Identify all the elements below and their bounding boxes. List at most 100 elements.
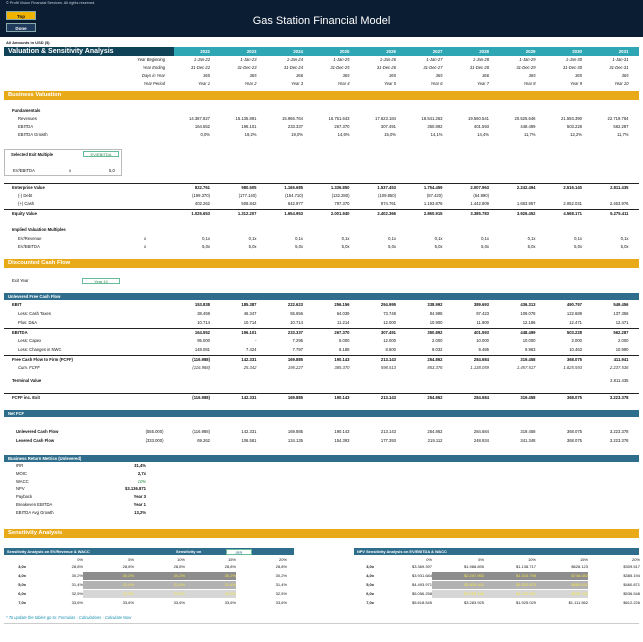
value-cell: 254.862 xyxy=(427,395,443,400)
sensitivity-on-select[interactable]: IRR xyxy=(226,548,252,555)
year-header-cell: 2028 xyxy=(479,49,489,54)
value-cell: 9.486 xyxy=(478,347,489,352)
terminal-value-cell: 2.811.435 xyxy=(610,378,629,383)
value-cell: 822.761 xyxy=(194,185,210,190)
sensitivity-col-header: 15% xyxy=(579,557,588,562)
value-cell: 177.393 xyxy=(380,438,396,443)
value-cell: 21.593.390 xyxy=(561,116,582,121)
value-cell: 64.039 xyxy=(336,311,350,316)
exit-multiple-select[interactable]: EV/EBITDA xyxy=(83,151,119,157)
value-cell: 368.075 xyxy=(566,395,582,400)
ev-ebitda-input[interactable]: 5,0 xyxy=(109,168,115,173)
value-cell: 1.193.876 xyxy=(423,201,443,206)
period-cell: 1-Jan-25 xyxy=(333,57,350,62)
year-header-cell: 2022 xyxy=(200,49,210,54)
value-cell: 3.926.452 xyxy=(516,210,536,216)
sensitivity-cell: $1.722.951 xyxy=(484,590,536,598)
row-label: Less: Capex xyxy=(18,338,42,343)
value-cell: 97.423 xyxy=(476,311,489,316)
done-button[interactable]: Done xyxy=(6,23,36,32)
value-cell: (154.710) xyxy=(285,192,303,198)
value-cell: 1.457.517 xyxy=(516,365,536,370)
metric-label: EBITDA Avg Growth xyxy=(16,509,54,515)
table-row: Levered Cash Flow (333.000) 69.262 106.581 1… xyxy=(4,437,639,445)
year-header-cell: 2029 xyxy=(525,49,536,54)
value-cell: 5,0x xyxy=(481,244,489,249)
value-cell: 169.885 xyxy=(287,395,303,400)
sensitivity-cell: 32,5% xyxy=(185,590,236,598)
year-header-cell: 2023 xyxy=(246,49,257,54)
value-cell: 2.000 xyxy=(571,338,582,343)
dcf-band: Discounted Cash Flow xyxy=(4,259,639,268)
period-cell: 1-Jan-23 xyxy=(240,57,257,62)
multiple-mark: x xyxy=(144,236,147,241)
row-label: Free Cash Flow to Firm (FCFF) xyxy=(12,357,73,362)
table-row: Less: Capex 95.000 - 7.295 5.000 12.000 2.000 1… xyxy=(4,337,639,345)
ev-ebitda-label: EV/EBITDA xyxy=(13,168,35,173)
value-cell: 0,1x xyxy=(527,236,536,241)
value-cell: 2.237.536 xyxy=(609,365,629,370)
value-cell: 267.370 xyxy=(334,330,350,335)
row-label: Revenues xyxy=(18,116,37,121)
metric-label: MOIC xyxy=(16,470,27,476)
value-cell: 350.892 xyxy=(427,330,443,335)
amounts-note: All Amounts in USD ($) xyxy=(6,40,50,45)
value-cell: 5,0x xyxy=(341,244,350,249)
value-cell: 213.143 xyxy=(380,429,396,434)
value-cell: 222.623 xyxy=(287,302,303,307)
sensitivity-row-label: 4,0x xyxy=(18,573,26,578)
top-button[interactable]: Top xyxy=(6,11,36,20)
sensitivity-cell: $748.082 xyxy=(536,572,588,580)
value-cell: 5,0x xyxy=(527,244,536,249)
sensitivity-col-header: 10% xyxy=(176,557,185,562)
period-cell: 1-Jan-30 xyxy=(565,57,582,62)
period-cell: 366 xyxy=(482,73,489,78)
value-cell: 2.860.915 xyxy=(423,210,443,216)
unlevered-fcf-band: Unlevered Free Cash Flow xyxy=(4,293,639,300)
value-cell: 0,0% xyxy=(200,132,210,137)
page-title: Gas Station Financial Model xyxy=(252,15,391,27)
fundamentals-label: Fundamentals xyxy=(12,108,41,113)
value-cell: 38.459 xyxy=(197,311,210,316)
row-label: (+) Cash xyxy=(18,201,35,206)
period-cell: Year 4 xyxy=(337,81,350,86)
sensitivity-cell: 28,8% xyxy=(173,564,185,569)
metric-row: MOIC 2,7x xyxy=(16,470,146,477)
value-cell: 642.977 xyxy=(287,201,303,206)
value-cell: 2.463.976 xyxy=(609,201,629,206)
value-cell: 1.683.957 xyxy=(516,201,536,206)
table-row: Less: Cash Taxes 38.459 46.347 55.656 64.039… xyxy=(4,310,639,318)
value-cell: 233.337 xyxy=(287,330,303,335)
metric-value: 31,4% xyxy=(134,463,146,468)
value-cell: 5,0x xyxy=(202,244,210,249)
exit-year-select[interactable]: Year 10 xyxy=(82,278,120,284)
row-label: EBITDA Growth xyxy=(18,132,48,137)
sensitivity-cell: $1.138.717 xyxy=(515,564,536,569)
sensitivity-cell: $2.955.168 xyxy=(432,590,484,598)
period-cell: Year 7 xyxy=(477,81,489,86)
value-cell: 122.689 xyxy=(566,311,582,316)
period-row-label: Year Period xyxy=(143,81,165,86)
year-header-cell: 2030 xyxy=(572,49,582,54)
sensitivity-cell: $628.123 xyxy=(571,564,588,569)
value-cell: (116.988) xyxy=(192,395,210,400)
value-cell: - xyxy=(255,338,257,343)
sensitivity-cell: 28,8% xyxy=(122,564,134,569)
terminal-value-label: Terminal Value xyxy=(12,378,42,383)
value-cell: 190.143 xyxy=(334,395,350,400)
sensitivity-col-header: 10% xyxy=(527,557,536,562)
period-cell: 1-Jan-22 xyxy=(193,57,210,62)
value-cell: 73.748 xyxy=(383,311,396,316)
value-cell: 190.143 xyxy=(334,357,350,362)
metric-label: IRR xyxy=(16,463,24,468)
sensitivity-cell: 33,6% xyxy=(275,600,287,605)
value-cell: 2.001.940 xyxy=(330,210,350,216)
value-cell: 46.347 xyxy=(243,311,257,316)
value-cell: 284.684 xyxy=(473,357,489,362)
ev-ebitda-mark: x xyxy=(69,168,72,173)
value-cell: 2.242.494 xyxy=(516,185,536,190)
period-cell: Year 8 xyxy=(523,81,536,86)
row-label: Less: Changes in NWC xyxy=(18,347,62,352)
value-cell: 25.342 xyxy=(243,365,257,370)
